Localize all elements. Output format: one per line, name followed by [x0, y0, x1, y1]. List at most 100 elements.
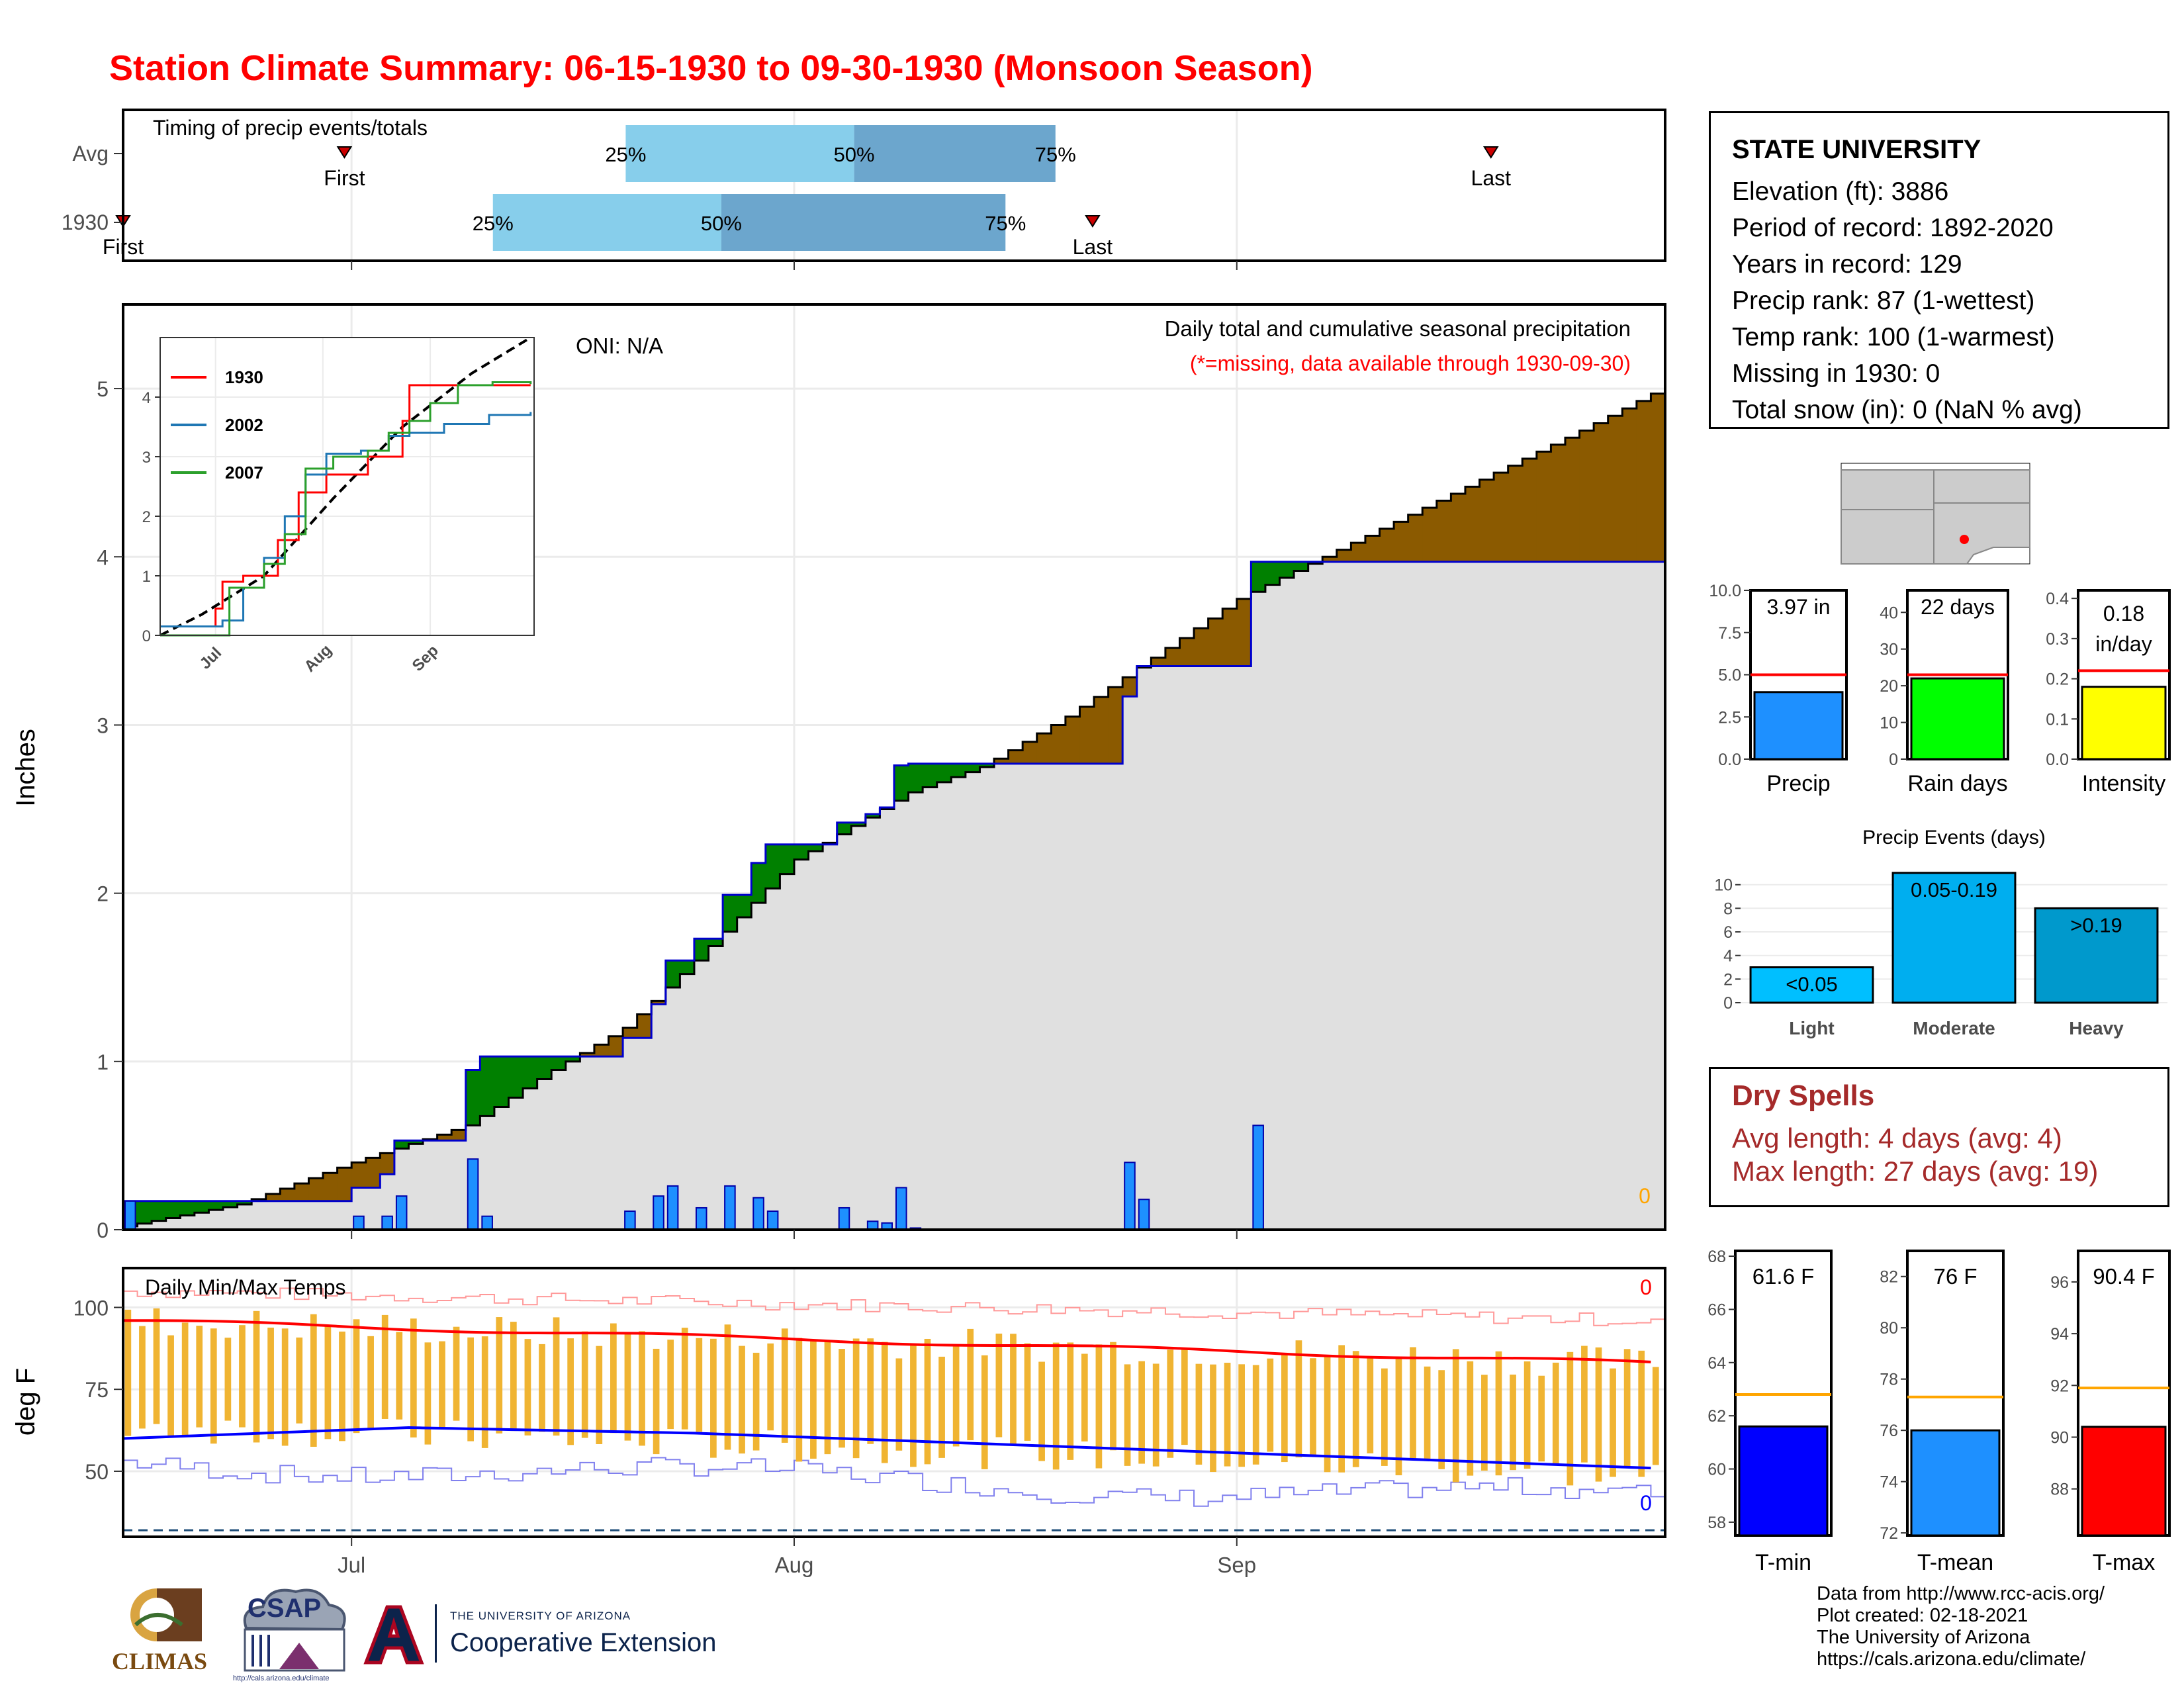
temp-daily-range-bar: [724, 1324, 731, 1450]
temp-summary-category-label: T-max: [2093, 1550, 2155, 1575]
temp-daily-range-bar: [467, 1337, 474, 1441]
precip-surplus-area: [494, 1056, 509, 1107]
events-bar-Heavy: [2034, 907, 2159, 1004]
precip-deficit-area: [1065, 716, 1080, 764]
temp-daily-range-bar: [1238, 1364, 1245, 1467]
temp-daily-range-bar: [696, 1338, 703, 1432]
temp-daily-range-bar: [153, 1308, 160, 1424]
timing-last-marker: [1482, 146, 1499, 159]
precip-surplus-area: [894, 765, 909, 801]
precip-surplus-area: [751, 862, 766, 903]
precip-surplus-area: [1251, 561, 1266, 592]
precip-deficit-area: [1536, 451, 1551, 562]
precip-deficit-area: [1608, 416, 1623, 562]
temp-summary-y-tick-label: 72: [1880, 1524, 1898, 1543]
events-bar-label: <0.05: [1786, 973, 1837, 996]
precip-deficit-area: [1194, 628, 1209, 666]
precip-summary-value-label: 0.18: [2103, 602, 2144, 625]
temp-daily-range-bar: [810, 1340, 817, 1459]
events-y-tick-label: 10: [1714, 876, 1733, 895]
temp-daily-range-bar: [981, 1355, 988, 1469]
temp-summary-category-label: T-mean: [1917, 1550, 1993, 1575]
temp-avg-min-line: [122, 1426, 1651, 1470]
page-title: Station Climate Summary: 06-15-1930 to 0…: [109, 48, 1313, 88]
timing-q25-q50-bar: [492, 194, 721, 251]
temp-daily-range-bar: [1567, 1351, 1574, 1486]
precip-summary-y-tick-label: 0.4: [2046, 590, 2069, 608]
temp-record-high-line: [122, 1287, 1665, 1326]
precip-deficit-area: [1551, 444, 1566, 562]
temp-daily-range-bar: [1267, 1358, 1274, 1452]
precip-summary-y-tick-label: 20: [1880, 677, 1898, 696]
temp-daily-range-bar: [1138, 1361, 1145, 1464]
precip-surplus-area: [194, 1201, 209, 1213]
temp-summary-bar-T-min: [1738, 1425, 1829, 1537]
temp-summary-y-tick-label: 88: [2050, 1481, 2069, 1499]
timing-last-label: Last: [1073, 235, 1113, 259]
precip-deficit-area: [1622, 408, 1637, 562]
temp-daily-range-bar: [1467, 1361, 1474, 1476]
credit-university: The University of Arizona: [1817, 1627, 2030, 1648]
precip-surplus-area: [837, 822, 852, 835]
timing-q75-label: 75%: [1035, 143, 1076, 166]
precip-surplus-area: [480, 1056, 495, 1117]
precip-deficit-area: [1079, 706, 1095, 764]
events-y-tick-label: 8: [1723, 899, 1733, 918]
precip-surplus-area: [951, 763, 966, 778]
temp-summary-y-tick-label: 76: [1880, 1422, 1898, 1440]
precip-deficit-area: [1351, 543, 1366, 562]
precip-deficit-area: [1379, 528, 1394, 562]
events-title: Precip Events (days): [1862, 827, 2046, 848]
precip-deficit-area: [351, 1162, 367, 1188]
temp-daily-range-bar: [895, 1358, 903, 1451]
temp-daily-range-bar: [1638, 1350, 1645, 1477]
temp-daily-range-bar: [1352, 1351, 1359, 1467]
credit-source: Data from http://www.rcc-acis.org/: [1817, 1583, 2105, 1604]
precip-daily-bar: [838, 1207, 850, 1231]
temp-summary-y-tick-label: 94: [2050, 1325, 2069, 1344]
precip-surplus-area: [137, 1201, 152, 1224]
ua-logo: THE UNIVERSITY OF ARIZONA Cooperative Ex…: [361, 1602, 745, 1674]
inset-legend-label-1930: 1930: [225, 367, 263, 387]
inset-series-line-2007: [160, 381, 532, 637]
precip-surplus-area: [165, 1201, 181, 1218]
temp-daily-range-bar: [1052, 1342, 1060, 1470]
map-station-marker: [1960, 535, 1969, 544]
temp-daily-range-bar: [839, 1349, 845, 1448]
precip-summary-category-label: Precip: [1766, 771, 1830, 796]
precip-surplus-area: [780, 844, 795, 874]
precip-deficit-area: [1122, 677, 1138, 697]
precip-daily-bar: [895, 1187, 907, 1231]
temp-daily-range-bar: [1010, 1334, 1017, 1446]
precip-deficit-area: [1394, 522, 1409, 562]
precip-deficit-area: [323, 1173, 338, 1201]
precip-deficit-area: [637, 1014, 652, 1038]
temp-daily-range-bar: [1452, 1349, 1459, 1483]
timing-first-marker: [336, 146, 353, 159]
precip-deficit-area: [1408, 514, 1423, 562]
ua-line2: Cooperative Extension: [450, 1628, 717, 1657]
precip-deficit-area: [337, 1167, 352, 1201]
precip-surplus-area: [152, 1201, 167, 1221]
temp-daily-range-bar: [181, 1322, 189, 1436]
timing-last-marker: [1085, 215, 1101, 228]
temp-y-axis-label: deg F: [11, 1368, 40, 1436]
temp-x-tick-label: Sep: [1217, 1553, 1256, 1577]
temp-daily-range-bar: [1610, 1368, 1616, 1477]
temp-daily-range-bar: [481, 1336, 488, 1448]
precip-daily-bar: [724, 1185, 736, 1230]
precip-deficit-area: [994, 758, 1009, 764]
precip-y-tick-label: 4: [97, 545, 109, 569]
temp-daily-range-bar: [624, 1333, 631, 1441]
precip-summary-value-label: 3.97 in: [1766, 595, 1830, 619]
precip-deficit-area: [1636, 400, 1651, 562]
climas-emblem-icon: [130, 1588, 202, 1641]
precip-daily-bar: [124, 1200, 136, 1230]
map-region-shape: [1841, 469, 2030, 565]
precip-summary-y-tick-label: 0.3: [2046, 630, 2069, 649]
temp-daily-range-bar: [310, 1314, 317, 1447]
inset-average-line: [159, 336, 531, 637]
precip-y-axis-label: Inches: [11, 729, 40, 807]
temp-avg-max-line: [122, 1319, 1651, 1363]
